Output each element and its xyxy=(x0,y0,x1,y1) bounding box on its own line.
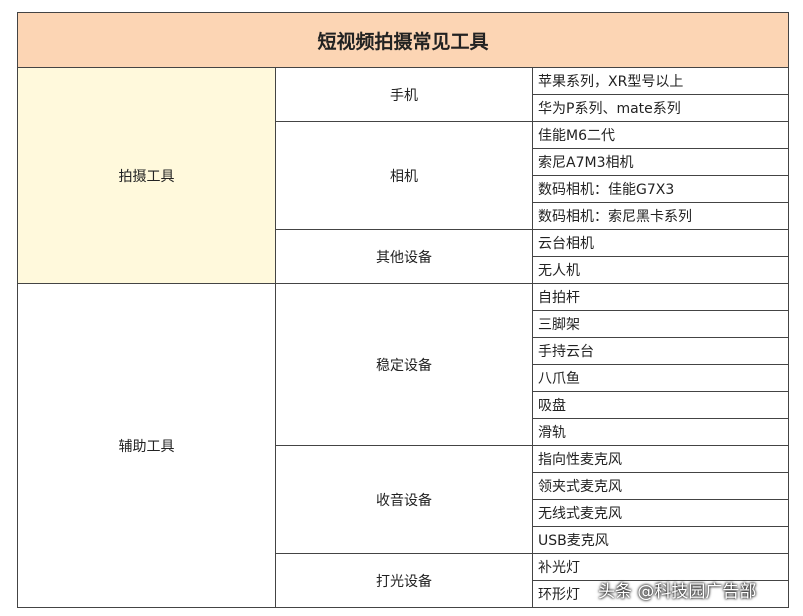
row: 相机 佳能M6二代 xyxy=(18,121,790,230)
item: 环形灯 xyxy=(531,580,790,608)
row: 环形灯 xyxy=(18,580,790,608)
row: 拍摄工具 手机 苹果系列，XR型号以上 xyxy=(17,67,790,284)
group-label: 拍摄工具 xyxy=(17,67,276,284)
item: 领夹式麦克风 xyxy=(531,472,790,500)
row: 领夹式麦克风 xyxy=(18,472,790,500)
watermark: 头条 @科技园广告部 xyxy=(598,582,757,602)
row: 索尼A7M3相机 xyxy=(18,148,790,176)
item: 滑轨 xyxy=(531,418,790,446)
item: 云台相机 xyxy=(531,229,790,257)
subgroup-label: 其他设备 xyxy=(275,229,533,284)
row: 辅助工具 稳定设备 自拍杆 xyxy=(17,283,790,608)
subgroup-label: 手机 xyxy=(275,67,533,122)
item: 吸盘 xyxy=(531,391,790,419)
item: 佳能M6二代 xyxy=(531,121,790,149)
item: 苹果系列，XR型号以上 xyxy=(531,67,790,95)
row: 收音设备 指向性麦克风 xyxy=(18,445,790,554)
item: 三脚架 xyxy=(531,310,790,338)
item: 自拍杆 xyxy=(531,283,790,311)
item: 八爪鱼 xyxy=(531,364,790,392)
item: 补光灯 xyxy=(531,553,790,581)
item: 索尼A7M3相机 xyxy=(531,148,790,176)
row: 滑轨 xyxy=(18,418,790,446)
item: 指向性麦克风 xyxy=(531,445,790,473)
row: 华为P系列、mate系列 xyxy=(18,94,790,122)
subgroup-label: 相机 xyxy=(275,121,533,230)
row: 无人机 xyxy=(18,256,790,284)
item: 数码相机：佳能G7X3 xyxy=(531,175,790,203)
subgroup-label: 收音设备 xyxy=(275,445,533,554)
group-label: 辅助工具 xyxy=(17,283,276,608)
subgroup-label: 打光设备 xyxy=(275,553,533,608)
row: 数码相机：索尼黑卡系列 xyxy=(18,202,790,230)
item: 无人机 xyxy=(531,256,790,284)
row: 吸盘 xyxy=(18,391,790,419)
subgroup-label: 稳定设备 xyxy=(275,283,533,446)
tools-table: 短视频拍摄常见工具 拍摄工具 手机 苹果系列，XR型号以上 华为P系列、mate系列相… xyxy=(16,12,790,608)
item: 数码相机：索尼黑卡系列 xyxy=(531,202,790,230)
table-title: 短视频拍摄常见工具 xyxy=(16,12,790,68)
row: 三脚架 xyxy=(18,310,790,338)
item: 手持云台 xyxy=(531,337,790,365)
row: 手持云台 xyxy=(18,337,790,365)
title-row: 短视频拍摄常见工具 xyxy=(16,12,790,68)
item: 华为P系列、mate系列 xyxy=(531,94,790,122)
item: USB麦克风 xyxy=(531,526,790,554)
row: 数码相机：佳能G7X3 xyxy=(18,175,790,203)
row: 打光设备 补光灯 xyxy=(18,553,790,608)
row: 八爪鱼 xyxy=(18,364,790,392)
item: 无线式麦克风 xyxy=(531,499,790,527)
row: 其他设备 云台相机 xyxy=(18,229,790,284)
